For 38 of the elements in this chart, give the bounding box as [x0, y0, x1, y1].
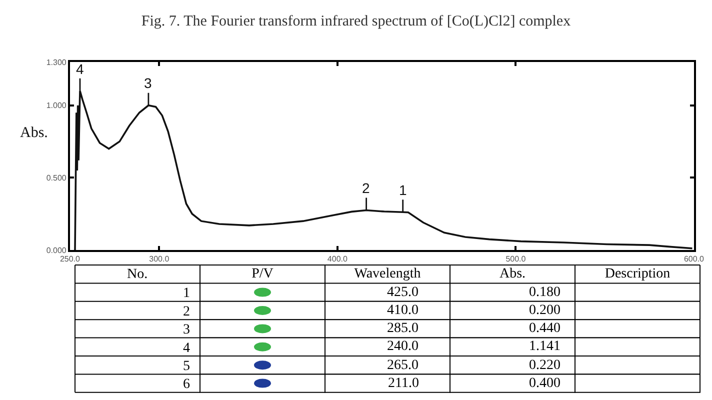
x-tick-label: 500.0: [506, 254, 526, 264]
x-tick-label: 250.0: [60, 254, 81, 264]
y-tick-label: 1: [183, 286, 190, 302]
annotation: 3: [144, 75, 152, 91]
y-tick-label: 6: [183, 377, 190, 392]
y-tick-label: 1.300: [46, 58, 67, 67]
annotation: 2: [362, 180, 370, 196]
data-label: 240.0: [387, 339, 418, 354]
x-tick-label: Description: [604, 266, 670, 282]
y-tick-label: 5: [183, 359, 190, 374]
x-tick-label: 600.0: [684, 254, 705, 264]
y-tick-label: 2: [183, 304, 190, 320]
x-tick-label: 300.0: [149, 254, 170, 264]
annotation: 4: [76, 61, 84, 77]
x-tick-label: Wavelength: [354, 266, 421, 282]
y-tick-label: 0.500: [46, 173, 67, 182]
data-label: 285.0: [387, 321, 418, 336]
y-axis-title: Abs.: [20, 125, 48, 141]
y-tick-label: 1.000: [46, 101, 67, 110]
y-tick-label: 3: [183, 322, 190, 338]
annotation: 1: [399, 182, 407, 198]
x-tick-label: P/V: [252, 266, 274, 282]
y-axis-title: No.: [127, 267, 148, 282]
x-tick-label: Abs.: [499, 266, 526, 282]
chart-title: Fig. 7. The Fourier transform infrared spectrum of [Co(L)Cl2] complex: [141, 13, 572, 30]
data-label: 0.180: [529, 285, 560, 300]
data-label: 211.0: [388, 376, 419, 391]
data-label: 0.400: [529, 376, 560, 391]
data-label: 0.200: [529, 303, 560, 318]
y-tick-label: 0.000: [46, 246, 67, 255]
data-label: 1.141: [529, 339, 560, 354]
data-label: 0.440: [529, 321, 560, 336]
y-tick-label: 4: [183, 340, 190, 356]
data-label: 0.220: [529, 358, 560, 373]
data-label: 425.0: [387, 285, 418, 300]
x-tick-label: 400.0: [327, 254, 348, 264]
data-label: 410.0: [387, 303, 418, 318]
data-label: 265.0: [387, 358, 418, 373]
